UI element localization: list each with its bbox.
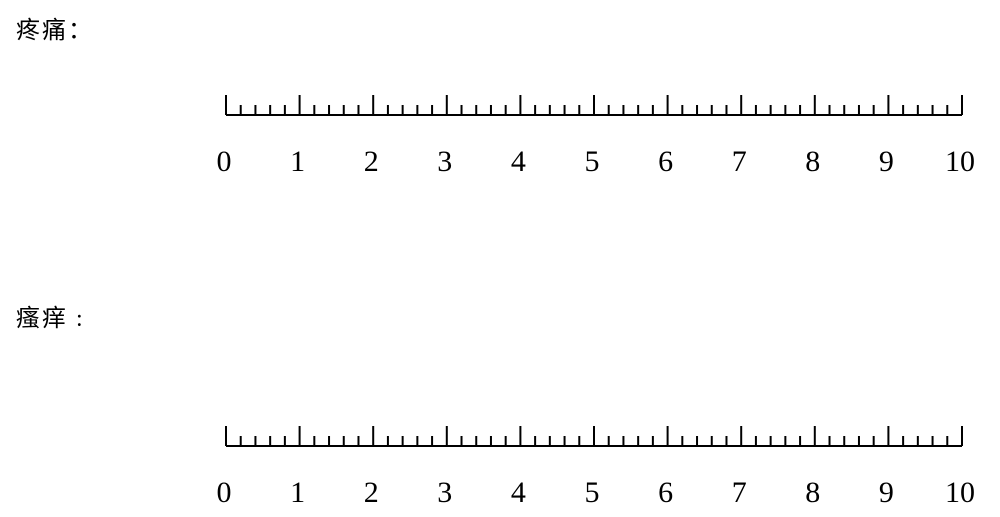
- itch-ruler-svg: [224, 426, 964, 450]
- scale-number: 1: [290, 476, 305, 510]
- scale-number: 0: [217, 476, 232, 510]
- scale-number: 7: [732, 145, 747, 179]
- scale-number: 1: [290, 145, 305, 179]
- itch-numbers: 012345678910: [224, 476, 960, 516]
- pain-label: 疼痛：: [16, 10, 94, 45]
- scale-number: 6: [658, 145, 673, 179]
- scale-number: 3: [437, 145, 452, 179]
- scale-number: 5: [585, 145, 600, 179]
- scale-number: 6: [658, 476, 673, 510]
- scale-number: 8: [805, 145, 820, 179]
- scale-number: 7: [732, 476, 747, 510]
- scale-number: 5: [585, 476, 600, 510]
- scale-number: 2: [364, 476, 379, 510]
- scale-number: 10: [945, 476, 975, 510]
- scale-number: 2: [364, 145, 379, 179]
- scale-number: 4: [511, 476, 526, 510]
- pain-ruler-svg: [224, 95, 964, 119]
- pain-numbers: 012345678910: [224, 145, 960, 185]
- pain-ruler: 012345678910: [224, 95, 960, 159]
- scale-number: 3: [437, 476, 452, 510]
- scale-number: 4: [511, 145, 526, 179]
- scale-number: 8: [805, 476, 820, 510]
- scale-number: 9: [879, 145, 894, 179]
- scale-number: 9: [879, 476, 894, 510]
- scale-number: 10: [945, 145, 975, 179]
- itch-label: 瘙痒 :: [16, 298, 85, 333]
- itch-ruler: 012345678910: [224, 426, 960, 490]
- scale-number: 0: [217, 145, 232, 179]
